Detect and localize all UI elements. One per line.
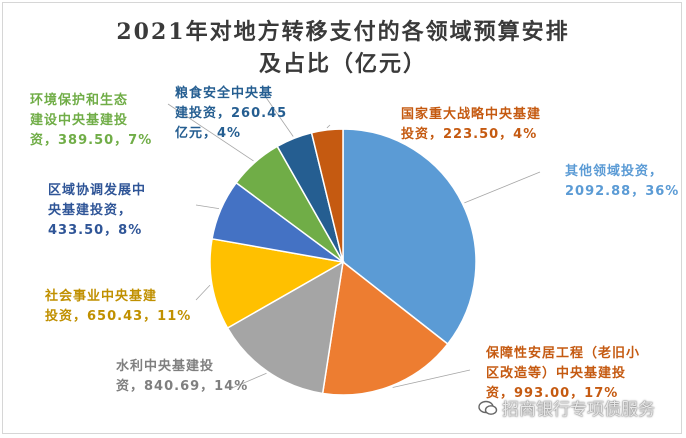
leader-line-food-security <box>264 95 294 137</box>
data-label-line: 2092.88，36% <box>565 184 680 199</box>
leader-line-other-fields <box>464 171 541 204</box>
data-label-food-security: 粮食安全中央基 建投资，260.45 亿元，4% <box>175 84 287 144</box>
chart-title-line1: 2021年对地方转移支付的各领域预算安排 <box>116 19 570 45</box>
data-label-water-conservancy: 水利中央基建投资，840.69，14% <box>116 357 248 397</box>
data-label-other-fields: 其他领域投资， 2092.88，36% <box>565 162 679 202</box>
data-label-line: 建投资，260.45 <box>175 106 288 121</box>
leader-line-social-undertakings <box>195 284 211 301</box>
data-label-regional-coordination: 区域协调发展中 央基建投资， 433.50，8% <box>48 181 146 241</box>
data-label-line: 区域协调发展中 <box>48 183 147 198</box>
data-label-affordable-housing: 保障性安居工程（老旧小 区改造等）中央基建投 资，993.00，17% <box>486 344 640 404</box>
leader-line-major-national-strategy <box>326 124 331 129</box>
pie-slice-affordable-housing <box>321 260 449 396</box>
data-label-line: 亿元，4% <box>175 126 242 141</box>
pie-slice-other-fields <box>342 128 477 346</box>
leader-line-regional-coordination <box>195 204 220 210</box>
pie-slice-water-conservancy <box>226 260 344 395</box>
data-label-line: 资，840.69，14% <box>116 379 249 394</box>
pie-slice-major-national-strategy <box>310 128 344 263</box>
leader-line-environmental-protection <box>167 103 254 162</box>
data-label-line: 投资，650.43，11% <box>45 309 192 324</box>
data-label-line: 央基建投资， <box>48 203 133 218</box>
data-label-line: 区改造等）中央基建投 <box>486 366 627 381</box>
watermark-text: 招商银行专项债服务 <box>502 400 655 420</box>
data-label-line: 433.50，8% <box>48 223 143 238</box>
data-label-line: 环境保护和生态 <box>30 93 129 108</box>
data-label-environmental-protection: 环境保护和生态 建设中央基建投资，389.50，7% <box>30 91 152 151</box>
data-label-line: 粮食安全中央基 <box>175 86 274 101</box>
data-label-line: 其他领域投资， <box>565 164 664 179</box>
data-label-line: 投资，223.50，4% <box>401 127 538 142</box>
data-label-line: 保障性安居工程（老旧小 <box>486 346 641 361</box>
wechat-icon <box>478 400 498 421</box>
leader-line-water-conservancy <box>231 372 267 389</box>
data-label-line: 社会事业中央基建 <box>45 289 158 304</box>
data-label-social-undertakings: 社会事业中央基建投资，650.43，11% <box>45 287 191 327</box>
data-label-line: 水利中央基建投 <box>116 359 215 374</box>
data-label-major-national-strategy: 国家重大战略中央基建 投资，223.50，4% <box>401 105 541 145</box>
data-label-line: 国家重大战略中央基建 <box>401 107 542 122</box>
data-label-line: 资，993.00，17% <box>486 386 619 401</box>
leader-line-affordable-housing <box>392 369 471 388</box>
chart-title-line2: 及占比（亿元） <box>258 51 427 77</box>
watermark: 招商银行专项债服务 <box>478 395 655 421</box>
data-label-line: 建设中央基建投 <box>30 113 129 128</box>
data-label-line: 资，389.50，7% <box>30 133 153 148</box>
pie-slice-social-undertakings <box>209 237 346 330</box>
